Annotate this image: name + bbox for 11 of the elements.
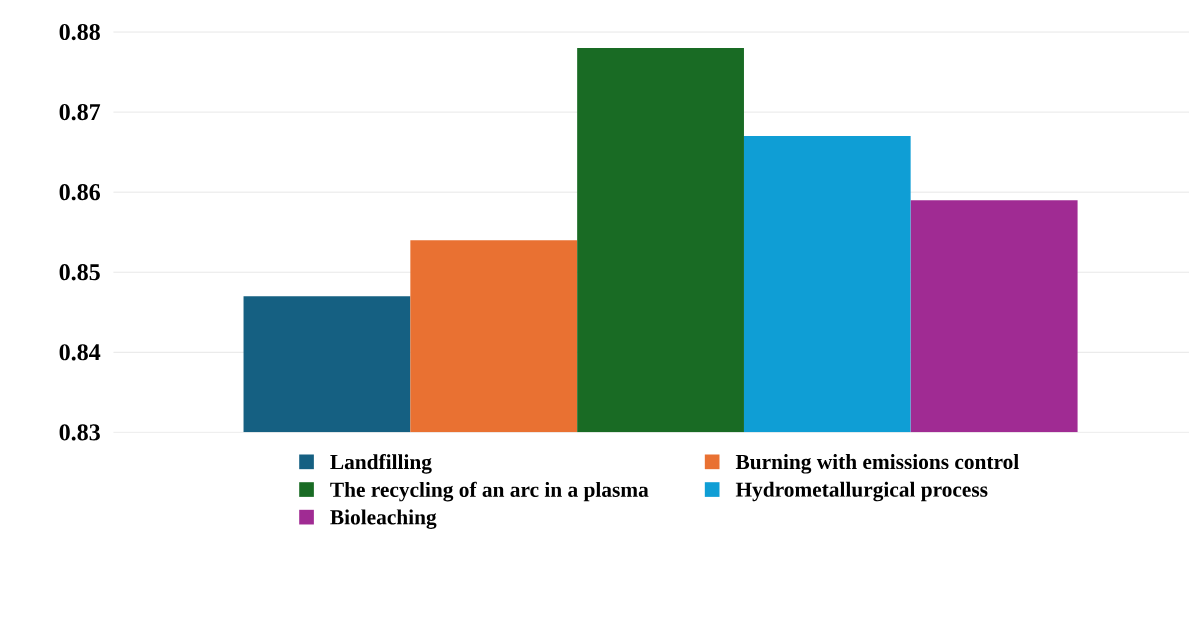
y-tick-label: 0.85 — [59, 264, 100, 281]
legend-label: The recycling of an arc in a plasma — [330, 481, 649, 502]
y-tick-label: 0.87 — [59, 104, 101, 121]
y-tick-label: 0.83 — [59, 424, 100, 441]
y-tick-label: 0.84 — [59, 344, 101, 361]
legend-label: Landfilling — [330, 454, 432, 474]
legend-label: Burning with emissions control — [735, 454, 1019, 474]
y-tick-label: 0.88 — [59, 24, 100, 41]
legend-label: Hydrometallurgical process — [735, 482, 988, 502]
y-tick-label: 0.86 — [59, 184, 100, 201]
legend-label: Bioleaching — [330, 509, 437, 530]
